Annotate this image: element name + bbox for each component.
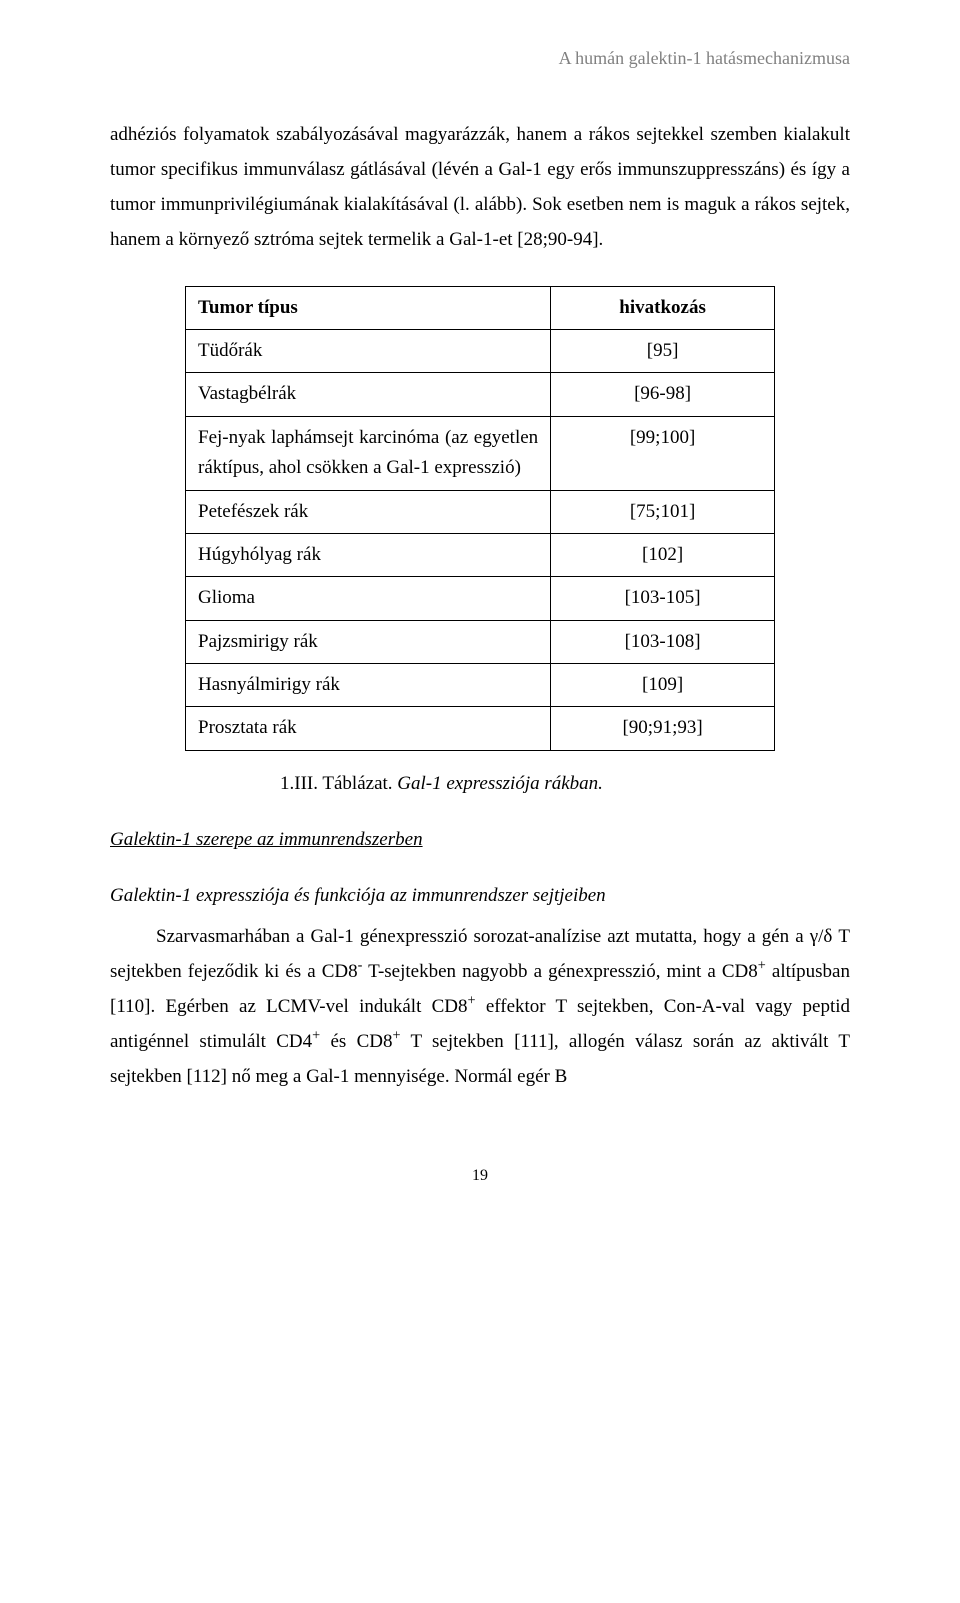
cell-tumor-type: Tüdőrák <box>186 329 551 372</box>
superscript: + <box>392 1028 400 1044</box>
page-number: 19 <box>110 1167 850 1185</box>
table-row: Tüdőrák [95] <box>186 329 775 372</box>
cell-tumor-type: Fej-nyak laphámsejt karcinóma (az egyetl… <box>186 416 551 490</box>
table-row: Prosztata rák [90;91;93] <box>186 707 775 750</box>
table-row: Pajzsmirigy rák [103-108] <box>186 620 775 663</box>
table-caption: 1.III. Táblázat. Gal-1 expressziója rákb… <box>280 773 850 795</box>
table-row: Vastagbélrák [96-98] <box>186 373 775 416</box>
cell-reference: [99;100] <box>551 416 775 490</box>
cell-reference: [90;91;93] <box>551 707 775 750</box>
table-row: Fej-nyak laphámsejt karcinóma (az egyetl… <box>186 416 775 490</box>
table-row: Petefészek rák [75;101] <box>186 490 775 533</box>
cell-reference: [102] <box>551 533 775 576</box>
cell-tumor-type: Pajzsmirigy rák <box>186 620 551 663</box>
cell-tumor-type: Prosztata rák <box>186 707 551 750</box>
body-paragraph-1: adhéziós folyamatok szabályozásával magy… <box>110 117 850 258</box>
cell-tumor-type: Glioma <box>186 577 551 620</box>
subsection-heading: Galektin-1 expressziója és funkciója az … <box>110 885 850 907</box>
table-row: Glioma [103-105] <box>186 577 775 620</box>
table-row: Hasnyálmirigy rák [109] <box>186 664 775 707</box>
caption-label: 1.III. Táblázat. <box>280 773 393 794</box>
section-heading: Galektin-1 szerepe az immunrendszerben <box>110 829 850 851</box>
cell-reference: [103-108] <box>551 620 775 663</box>
cell-tumor-type: Vastagbélrák <box>186 373 551 416</box>
cell-reference: [75;101] <box>551 490 775 533</box>
column-header-reference: hivatkozás <box>551 286 775 329</box>
running-header: A humán galektin-1 hatásmechanizmusa <box>110 48 850 69</box>
superscript: + <box>468 993 476 1009</box>
cell-tumor-type: Petefészek rák <box>186 490 551 533</box>
tumor-type-table: Tumor típus hivatkozás Tüdőrák [95] Vast… <box>185 286 775 751</box>
text-fragment: és CD8 <box>320 1031 392 1052</box>
superscript: + <box>312 1028 320 1044</box>
tumor-table-wrapper: Tumor típus hivatkozás Tüdőrák [95] Vast… <box>110 286 850 751</box>
caption-text: Gal-1 expressziója rákban. <box>393 773 603 794</box>
cell-reference: [96-98] <box>551 373 775 416</box>
cell-tumor-type: Hasnyálmirigy rák <box>186 664 551 707</box>
table-header-row: Tumor típus hivatkozás <box>186 286 775 329</box>
cell-tumor-type: Húgyhólyag rák <box>186 533 551 576</box>
cell-reference: [103-105] <box>551 577 775 620</box>
cell-reference: [109] <box>551 664 775 707</box>
body-paragraph-2: Szarvasmarhában a Gal-1 génexpresszió so… <box>110 919 850 1095</box>
column-header-tumor-type: Tumor típus <box>186 286 551 329</box>
text-fragment: T-sejtekben nagyobb a génexpresszió, min… <box>362 961 757 982</box>
superscript: + <box>758 958 766 974</box>
cell-reference: [95] <box>551 329 775 372</box>
table-row: Húgyhólyag rák [102] <box>186 533 775 576</box>
